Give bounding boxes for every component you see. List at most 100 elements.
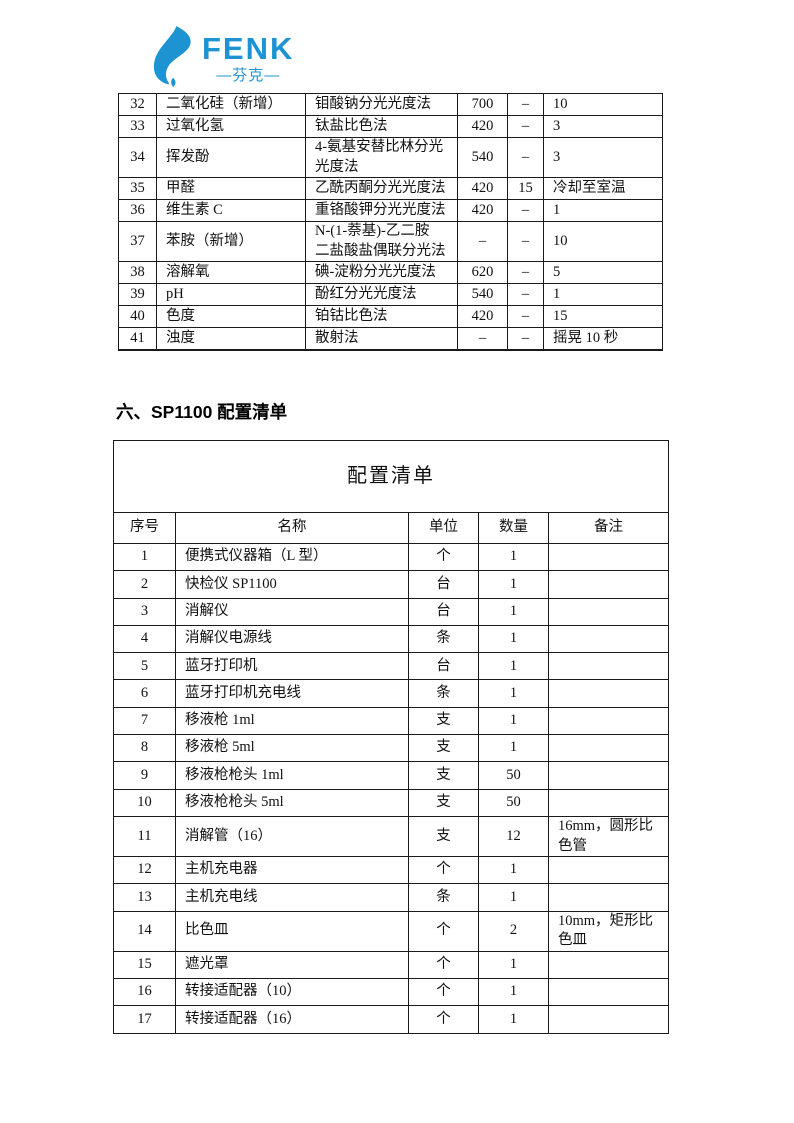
param-wavelength: 700	[457, 93, 508, 116]
table-title-row: 配置清单	[112, 440, 670, 513]
table-row: 4 消解仪电源线 条 1	[113, 624, 670, 654]
item-name: 消解仪	[175, 597, 409, 626]
item-unit: 条	[408, 883, 479, 912]
item-no: 3	[113, 597, 176, 626]
param-remark: 10	[543, 93, 663, 116]
param-remark: 冷却至室温	[543, 177, 663, 201]
param-remark: 10	[543, 221, 663, 263]
item-name: 移液枪枪头 1ml	[175, 761, 409, 790]
item-remark	[547, 734, 670, 763]
item-qty: 50	[478, 788, 549, 817]
item-no: 15	[113, 950, 176, 980]
item-qty: 1	[478, 597, 549, 626]
item-name: 移液枪 1ml	[175, 706, 409, 736]
item-remark	[547, 950, 670, 980]
logo-brand-name: FENK	[202, 31, 295, 66]
param-name: pH	[156, 283, 306, 307]
table-row: 12 主机充电器 个 1	[113, 856, 670, 885]
param-time: 15	[507, 177, 544, 201]
item-unit: 支	[408, 788, 479, 817]
item-name: 转接适配器（16）	[175, 1005, 409, 1034]
table-title: 配置清单	[112, 440, 670, 513]
item-remark	[547, 1005, 670, 1034]
param-name: 苯胺（新增）	[156, 221, 306, 263]
param-method: 碘-淀粉分光光度法	[305, 261, 458, 285]
item-qty: 2	[478, 910, 549, 952]
table-row: 36 维生素 C 重铬酸钾分光光度法 420 – 1	[118, 199, 663, 223]
item-no: 5	[113, 652, 176, 681]
param-no: 39	[118, 283, 157, 307]
item-no: 2	[113, 570, 176, 599]
param-wavelength: 420	[457, 199, 508, 223]
param-remark: 3	[543, 115, 663, 138]
param-name: 浊度	[156, 327, 306, 351]
table-header-row: 序号 名称 单位 数量 备注	[113, 512, 670, 544]
param-time: –	[507, 261, 544, 285]
configuration-table: 配置清单 序号 名称 单位 数量 备注 1 便携式仪器箱（L 型） 个 1 2 …	[112, 440, 670, 1034]
item-unit: 条	[408, 624, 479, 654]
param-name: 溶解氧	[156, 261, 306, 285]
param-remark: 1	[543, 283, 663, 307]
item-no: 16	[113, 978, 176, 1007]
param-method: 4-氨基安替比林分光 光度法	[305, 136, 458, 179]
table-row: 17 转接适配器（16） 个 1	[113, 1005, 670, 1034]
table-row: 40 色度 铂钴比色法 420 – 15	[118, 305, 663, 329]
item-remark	[547, 883, 670, 912]
item-no: 14	[113, 910, 176, 952]
param-method: 铂钴比色法	[305, 305, 458, 329]
table-row: 10 移液枪枪头 5ml 支 50	[113, 788, 670, 817]
table-row: 13 主机充电线 条 1	[113, 883, 670, 912]
item-no: 9	[113, 761, 176, 790]
item-qty: 1	[478, 542, 549, 572]
item-unit: 台	[408, 597, 479, 626]
item-unit: 个	[408, 978, 479, 1007]
param-method: 酚红分光光度法	[305, 283, 458, 307]
table-row: 39 pH 酚红分光光度法 540 – 1	[118, 283, 663, 307]
item-unit: 台	[408, 570, 479, 599]
item-remark	[547, 856, 670, 885]
param-remark: 5	[543, 261, 663, 285]
param-time: –	[507, 221, 544, 263]
table-row: 9 移液枪枪头 1ml 支 50	[113, 761, 670, 790]
item-qty: 1	[478, 570, 549, 599]
item-qty: 1	[478, 1005, 549, 1034]
param-method: 钛盐比色法	[305, 115, 458, 138]
param-no: 40	[118, 305, 157, 329]
param-no: 41	[118, 327, 157, 351]
item-name: 转接适配器（10）	[175, 978, 409, 1007]
param-name: 甲醛	[156, 177, 306, 201]
item-name: 蓝牙打印机	[175, 652, 409, 681]
table-row: 8 移液枪 5ml 支 1	[113, 734, 670, 763]
item-unit: 个	[408, 1005, 479, 1034]
param-remark: 3	[543, 136, 663, 179]
param-method: 散射法	[305, 327, 458, 351]
param-time: –	[507, 305, 544, 329]
param-time: –	[507, 93, 544, 116]
item-remark: 16mm，圆形比色管	[547, 815, 670, 858]
item-qty: 1	[478, 883, 549, 912]
item-remark	[547, 570, 670, 599]
item-no: 12	[113, 856, 176, 885]
section-heading: 六、SP1100 配置清单	[116, 402, 288, 422]
item-no: 11	[113, 815, 176, 858]
param-time: –	[507, 283, 544, 307]
param-no: 32	[118, 93, 157, 116]
item-unit: 支	[408, 734, 479, 763]
table-row: 15 遮光罩 个 1	[113, 950, 670, 980]
item-name: 主机充电线	[175, 883, 409, 912]
param-wavelength: –	[457, 221, 508, 263]
item-name: 快检仪 SP1100	[175, 570, 409, 599]
item-unit: 个	[408, 542, 479, 572]
param-remark: 1	[543, 199, 663, 223]
column-header-no: 序号	[113, 512, 176, 544]
item-qty: 12	[478, 815, 549, 858]
item-qty: 1	[478, 856, 549, 885]
param-name: 二氧化硅（新增）	[156, 93, 306, 116]
param-no: 37	[118, 221, 157, 263]
param-remark: 15	[543, 305, 663, 329]
param-name: 挥发酚	[156, 136, 306, 179]
item-unit: 条	[408, 679, 479, 708]
table-row: 33 过氧化氢 钛盐比色法 420 – 3	[118, 115, 663, 138]
item-no: 13	[113, 883, 176, 912]
